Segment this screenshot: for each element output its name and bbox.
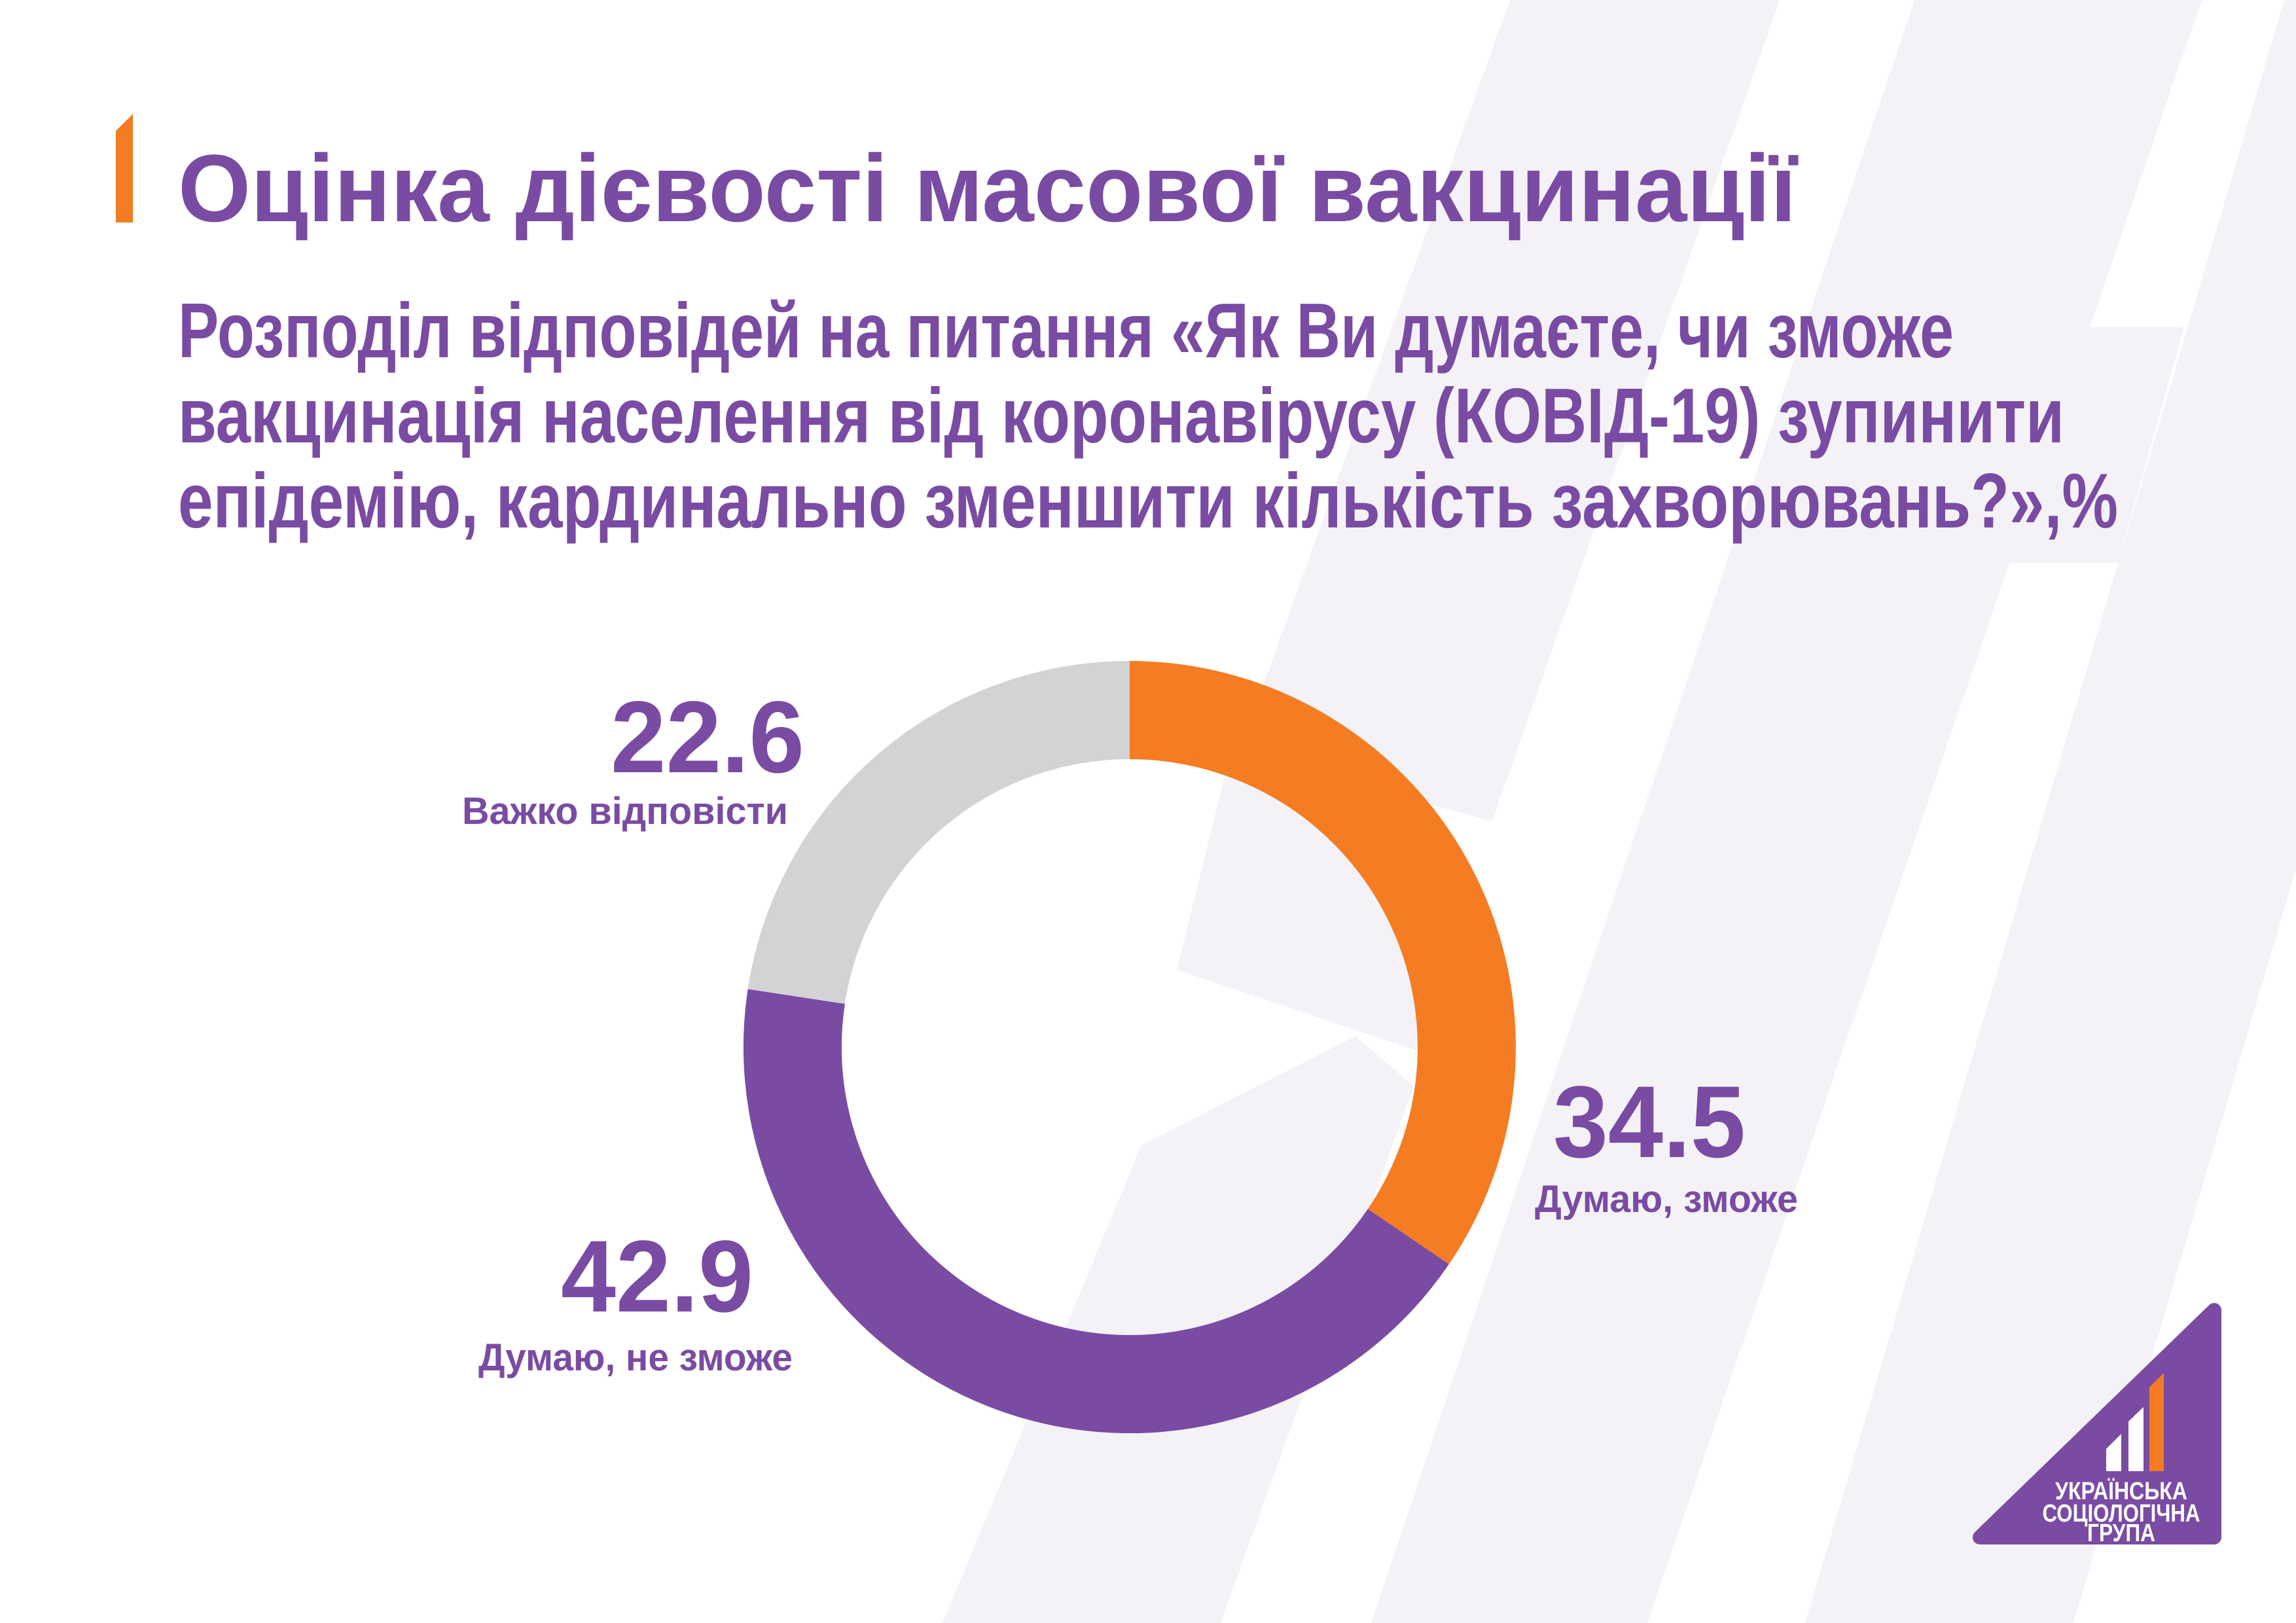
svg-text:вакцинація населення від корон: вакцинація населення від коронавірусу (К… [178,372,2064,459]
svg-text:СОЦІОЛОГІЧНА: СОЦІОЛОГІЧНА [2043,1500,2200,1527]
svg-text:22.6: 22.6 [611,681,804,794]
svg-text:ГРУПА: ГРУПА [2087,1520,2155,1547]
svg-text:епідемію, кардинально зменшити: епідемію, кардинально зменшити кількість… [178,457,2118,544]
svg-text:Важко відповісти: Важко відповісти [462,790,788,832]
svg-text:Думаю, не зможе: Думаю, не зможе [478,1336,793,1379]
svg-text:Розподіл відповідей на питання: Розподіл відповідей на питання «Як Ви ду… [178,287,1954,374]
svg-text:УКРАЇНСЬКА: УКРАЇНСЬКА [2055,1477,2187,1505]
svg-text:Оцінка дієвості масової вакцин: Оцінка дієвості масової вакцинації [178,135,1799,241]
svg-text:42.9: 42.9 [561,1220,753,1334]
svg-text:Думаю, зможе: Думаю, зможе [1535,1178,1798,1221]
svg-text:34.5: 34.5 [1553,1065,1746,1179]
